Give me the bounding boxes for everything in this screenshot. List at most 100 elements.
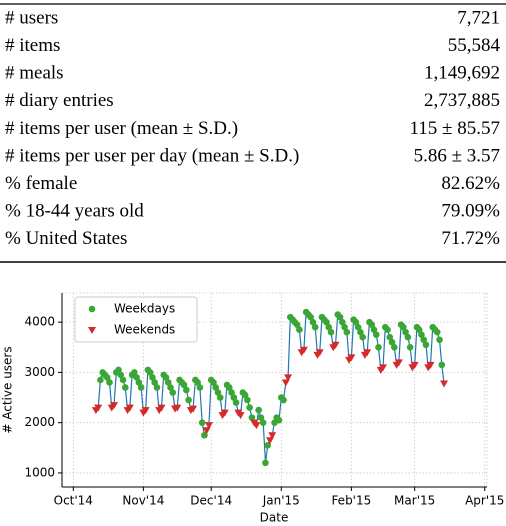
weekday-point <box>183 386 190 394</box>
weekday-point <box>388 338 396 346</box>
row-label: % female <box>5 173 77 194</box>
weekend-point <box>252 422 261 430</box>
weekday-point <box>196 384 204 391</box>
weekday-point <box>375 343 382 351</box>
legend-label: Weekends <box>114 323 175 337</box>
weekday-point <box>115 366 122 374</box>
weekend-point <box>347 354 356 362</box>
weekday-point <box>97 376 104 384</box>
weekday-point <box>133 374 140 381</box>
weekday-point <box>246 404 253 411</box>
weekday-point <box>164 379 172 386</box>
weekday-point <box>135 379 143 386</box>
weekend-point <box>204 422 213 430</box>
weekday-point <box>214 389 222 396</box>
weekday-point <box>404 333 412 341</box>
y-tick-label: 3000 <box>24 365 55 379</box>
weekday-point <box>194 379 201 386</box>
weekday-point <box>296 326 303 333</box>
weekday-point <box>343 328 351 336</box>
weekend-point <box>315 349 324 357</box>
legend-box <box>74 296 198 343</box>
weekday-point <box>352 318 360 326</box>
weekday-point <box>257 414 265 421</box>
weekend-point <box>265 437 274 445</box>
weekend-point <box>157 404 166 412</box>
row-label: # items per user (mean ± S.D.) <box>5 118 238 139</box>
weekday-point <box>103 374 111 381</box>
x-tick-label: Nov'14 <box>122 494 164 508</box>
row-label: # items <box>5 35 60 56</box>
row-value: 79.09% <box>441 201 500 222</box>
weekend-point <box>220 409 229 417</box>
weekday-point <box>137 384 145 391</box>
weekday-point <box>146 369 154 376</box>
weekend-point <box>236 412 245 420</box>
weekend-point <box>281 379 290 387</box>
y-tick-label: 2000 <box>24 415 55 429</box>
weekend-point <box>379 364 388 372</box>
row-label: # meals <box>5 63 64 84</box>
x-tick-label: Dec'14 <box>190 494 232 508</box>
weekday-point <box>180 381 188 389</box>
weekday-point <box>372 331 380 339</box>
weekday-point <box>339 318 346 326</box>
weekend-point <box>94 404 103 412</box>
row-value: 5.86 ± 3.57 <box>414 145 500 166</box>
weekday-point <box>255 406 262 414</box>
weekday-point <box>368 321 376 328</box>
y-tick-label: 4000 <box>24 315 55 329</box>
weekend-point <box>173 404 182 412</box>
weekday-point <box>248 414 256 421</box>
weekend-point <box>410 361 419 369</box>
weekday-point <box>293 321 301 328</box>
weekday-point <box>225 384 233 391</box>
weekday-point <box>119 376 127 384</box>
weekday-point <box>259 419 267 426</box>
weekday-point <box>216 394 224 401</box>
row-value: 1,149,692 <box>424 63 500 84</box>
weekend-point <box>426 361 435 369</box>
weekend-point <box>363 349 372 357</box>
weekend-point <box>268 432 277 440</box>
row-label: % 18-44 years old <box>5 201 144 222</box>
y-axis-label: # Active users <box>1 346 15 433</box>
weekend-point <box>125 404 134 412</box>
weekend-point <box>394 359 403 367</box>
y-tick-label: 1000 <box>24 465 55 479</box>
weekday-point <box>359 333 366 341</box>
row-value: 82.62% <box>441 173 500 194</box>
weekday-point <box>210 379 217 386</box>
weekday-point <box>418 331 425 339</box>
x-tick-label: Feb'15 <box>331 494 371 508</box>
weekday-point <box>241 391 249 399</box>
weekend-point <box>440 380 449 388</box>
weekday-point <box>402 328 409 336</box>
row-value: 71.72% <box>441 228 500 249</box>
weekday-point <box>262 459 269 467</box>
weekday-point <box>149 374 156 381</box>
weekday-point <box>201 431 208 439</box>
weekend-point <box>284 374 293 382</box>
row-label: # users <box>5 7 58 28</box>
row-label: # items per user per day (mean ± S.D.) <box>5 145 299 166</box>
weekday-point <box>354 323 362 331</box>
weekday-point <box>185 396 192 404</box>
row-value: 115 ± 85.57 <box>410 118 500 139</box>
weekend-point <box>109 402 118 410</box>
row-value: 2,737,885 <box>424 90 500 111</box>
weekday-point <box>433 328 441 336</box>
weekday-point <box>370 326 378 333</box>
x-tick-label: Oct'14 <box>54 494 93 508</box>
weekday-point <box>167 384 174 391</box>
weekday-point <box>309 318 317 326</box>
weekday-point <box>131 369 138 376</box>
weekday-point <box>327 328 335 336</box>
weekday-point <box>438 361 446 369</box>
x-tick-label: Jan'15 <box>262 494 300 508</box>
weekday-point <box>386 333 394 341</box>
weekday-point <box>415 326 423 333</box>
weekday-point <box>391 343 398 351</box>
